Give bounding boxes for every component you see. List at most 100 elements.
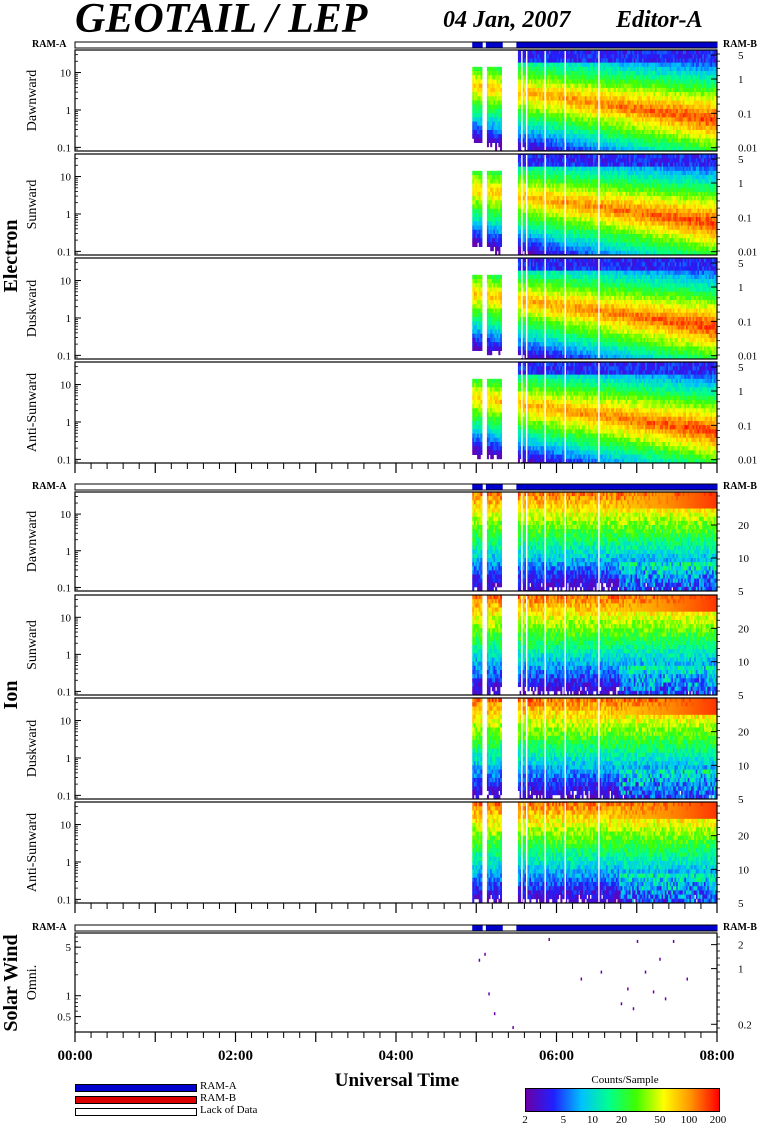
spectrogram-cell: [480, 234, 482, 239]
spectrogram-cell: [480, 230, 482, 235]
ram-b-label-solar-wind: RAM-B: [723, 922, 757, 933]
spectrogram-cell: [480, 188, 482, 193]
spectrogram-cell: [500, 192, 502, 197]
spectrogram-cell: [480, 217, 482, 222]
data-dropout-stripe: [526, 51, 527, 150]
spectrogram-cell: [490, 143, 492, 148]
spectrogram-cell: [500, 217, 502, 222]
spectrogram-cell: [480, 183, 482, 188]
spectrogram-cell: [500, 96, 502, 101]
spectrogram-cell: [480, 122, 482, 127]
spectrogram-cell: [500, 101, 502, 106]
spectrogram-cell: [500, 92, 502, 97]
spectrogram-cell: [500, 143, 502, 148]
spectrogram-cell: [480, 117, 482, 122]
spectrogram-cell: [500, 84, 502, 89]
spectrogram-cell: [480, 242, 482, 247]
spectrogram-cell: [480, 134, 482, 139]
spectrogram-cell: [480, 92, 482, 97]
data-dropout-stripe: [521, 51, 522, 150]
ram-gap-1: [503, 43, 517, 48]
spectrogram-cell: [480, 71, 482, 76]
plot-date: 04 Jan, 2007: [443, 7, 571, 33]
spectrogram-cell: [480, 179, 482, 184]
ram-a-label-ion: RAM-A: [32, 481, 67, 492]
ram-b-label-ion: RAM-B: [723, 481, 757, 492]
spectrogram-cell: [487, 143, 489, 148]
spectrogram-cell: [480, 175, 482, 180]
ram-a-label-electron: RAM-A: [32, 39, 67, 50]
spectrogram-cell: [500, 221, 502, 226]
ram-a-label-solar-wind: RAM-A: [32, 922, 67, 933]
spectrogram-cell: [480, 238, 482, 243]
right-tick-label: 0.01: [738, 143, 757, 155]
ram-status-bar-2: [75, 925, 717, 931]
spectrogram-cell: [500, 75, 502, 80]
group-label-ion: Ion: [0, 681, 22, 710]
group-label-electron: Electron: [0, 220, 22, 293]
data-dropout-stripe: [598, 51, 599, 150]
spectrogram-cell: [500, 205, 502, 210]
panel-electron-sunward: 1010.1510.10.01Sunward: [25, 154, 757, 259]
spectrogram-cell: [480, 113, 482, 118]
data-dropout-stripe: [565, 51, 566, 150]
spectrogram-cell: [500, 134, 502, 139]
spectrogram-cell: [480, 101, 482, 106]
spectrogram-cell: [500, 188, 502, 193]
spectrogram-cell: [500, 179, 502, 184]
spectrogram-cell: [480, 96, 482, 101]
left-tick-label: 10: [60, 68, 72, 80]
ram-b-label-electron: RAM-B: [723, 39, 757, 50]
spectrogram-cell: [480, 221, 482, 226]
right-tick-label: 5: [738, 50, 744, 62]
spectrogram-cell: [500, 175, 502, 180]
ram-status-bar-0: [75, 42, 717, 48]
spectrogram-cell: [480, 192, 482, 197]
spectrogram-cell: [480, 209, 482, 214]
spectrogram-cell: [480, 130, 482, 135]
spectrogram-cell: [500, 130, 502, 135]
spectrogram-cell: [500, 226, 502, 231]
spectrogram-cell: [480, 84, 482, 89]
spectrogram-cell: [480, 171, 482, 176]
plot-editor: Editor-A: [615, 7, 703, 33]
spectrogram-cell: [480, 105, 482, 110]
spectrogram-cell: [480, 213, 482, 218]
spectrogram-cell: [500, 113, 502, 118]
group-label-solar-wind: Solar Wind: [0, 934, 22, 1031]
spectrogram-cell: [480, 200, 482, 205]
spectrogram-cell: [500, 209, 502, 214]
spectrogram-cell: [480, 88, 482, 93]
spectrogram-cell: [498, 247, 500, 252]
spectrogram-cell: [495, 143, 497, 148]
spectrogram-cell: [500, 238, 502, 243]
spectrogram-cell: [480, 126, 482, 131]
spectrogram-cell: [500, 67, 502, 72]
right-tick-label: 0.1: [738, 108, 752, 120]
spectrogram-cell: [480, 75, 482, 80]
ram-gap-0: [483, 926, 486, 931]
spectrogram-cell: [500, 109, 502, 114]
left-tick-label: 0.1: [57, 142, 71, 154]
spectrogram-cell: [500, 213, 502, 218]
ram-gap-1: [503, 926, 517, 931]
spectrogram-cell: [500, 196, 502, 201]
spectrogram-cell: [500, 79, 502, 84]
spectrogram-cell: [500, 234, 502, 239]
spectrogram-cell: [480, 205, 482, 210]
left-tick-label: 1: [66, 105, 72, 117]
spectrogram-cell: [480, 109, 482, 114]
spectrogram-cell: [500, 138, 502, 143]
spectrogram-cell: [480, 226, 482, 231]
spectrogram-cell: [500, 71, 502, 76]
ram-gap-0: [483, 43, 486, 48]
spectrogram-cell: [492, 247, 494, 252]
ram-gap-0: [483, 485, 486, 490]
spectrogram-cell: [500, 105, 502, 110]
data-dropout-stripe: [544, 51, 545, 150]
spectrogram-cell: [500, 126, 502, 131]
spectrogram-cell: [500, 230, 502, 235]
spectrogram-panels: 1010.1510.10.01Dawnward1010.1510.10.01Su…: [25, 42, 757, 1032]
panel-label: Dawnward: [25, 70, 40, 131]
